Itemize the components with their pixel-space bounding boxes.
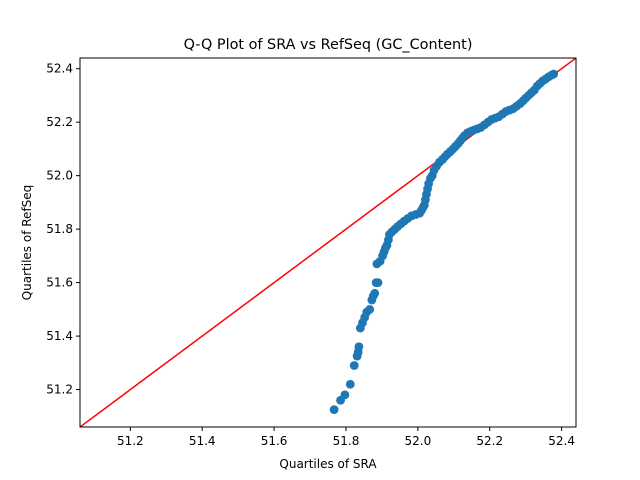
scatter-point [549,69,559,79]
scatter-point [354,342,364,352]
x-axis: 51.2 51.4 51.6 51.8 52.0 52.2 52.4 [117,427,575,448]
scatter-point [340,390,350,400]
scatter-point [370,288,380,298]
chart-title: Q-Q Plot of SRA vs RefSeq (GC_Content) [184,37,473,53]
y-tick-label: 51.8 [46,222,73,236]
x-tick-label: 52.2 [476,434,503,448]
plot-frame [79,57,577,428]
scatter-points-layer [329,69,559,415]
x-tick-label: 51.2 [117,434,144,448]
y-tick-label: 51.4 [46,329,73,343]
y-tick-label: 52.0 [46,169,73,183]
x-tick-label: 51.6 [261,434,288,448]
scatter-point [349,361,359,370]
x-axis-label: Quartiles of SRA [279,457,377,471]
y-tick-label: 52.4 [46,62,73,76]
scatter-point [373,278,383,288]
scatter-point [329,405,339,415]
x-tick-label: 51.4 [189,434,216,448]
scatter-point [345,379,355,389]
y-tick-label: 51.6 [46,276,73,290]
y-axis-label: Quartiles of RefSeq [20,185,34,301]
x-tick-label: 52.4 [548,434,575,448]
y-tick-label: 52.2 [46,115,73,129]
x-tick-label: 51.8 [333,434,360,448]
y-axis: 51.2 51.4 51.6 51.8 52.0 52.2 52.4 [46,62,80,397]
y-tick-label: 51.2 [46,383,73,397]
scatter-point [365,304,375,314]
x-tick-label: 52.0 [404,434,431,448]
